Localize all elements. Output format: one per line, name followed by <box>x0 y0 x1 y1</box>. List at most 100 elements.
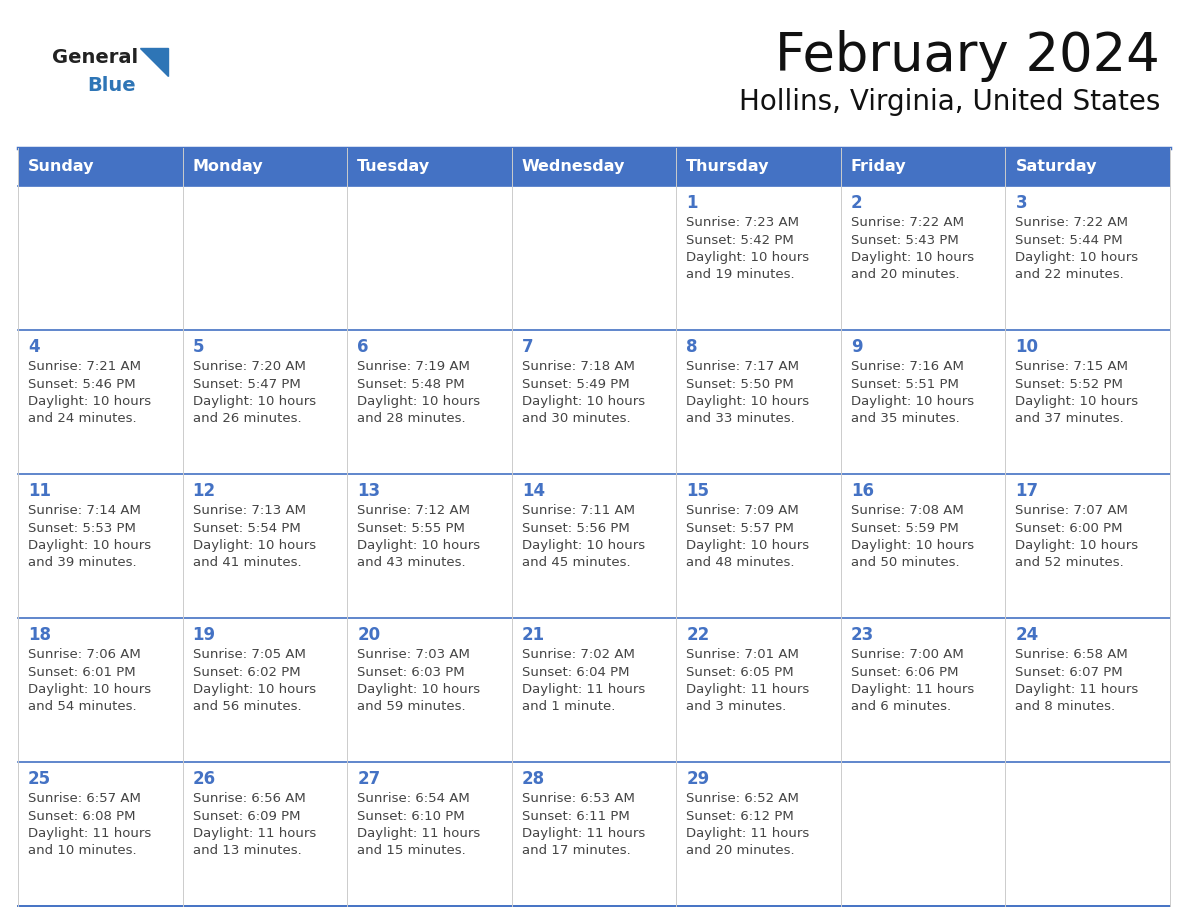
Text: Sunset: 5:51 PM: Sunset: 5:51 PM <box>851 377 959 390</box>
Bar <box>676 618 841 762</box>
Bar <box>841 330 1005 474</box>
Bar <box>1005 186 1170 330</box>
Bar <box>676 474 841 618</box>
Bar <box>347 762 512 906</box>
Text: Sunset: 5:57 PM: Sunset: 5:57 PM <box>687 521 794 534</box>
Text: Sunset: 5:43 PM: Sunset: 5:43 PM <box>851 233 959 247</box>
Text: and 56 minutes.: and 56 minutes. <box>192 700 302 713</box>
Bar <box>512 330 676 474</box>
Text: Sunset: 6:00 PM: Sunset: 6:00 PM <box>1016 521 1123 534</box>
Text: Daylight: 11 hours: Daylight: 11 hours <box>1016 683 1138 696</box>
Text: 8: 8 <box>687 338 697 356</box>
Text: Daylight: 10 hours: Daylight: 10 hours <box>1016 539 1138 552</box>
Text: 14: 14 <box>522 482 545 500</box>
Text: and 48 minutes.: and 48 minutes. <box>687 556 795 569</box>
Bar <box>18 148 183 186</box>
Text: Sunrise: 7:12 AM: Sunrise: 7:12 AM <box>358 504 470 517</box>
Text: Daylight: 10 hours: Daylight: 10 hours <box>851 539 974 552</box>
Text: Sunrise: 7:16 AM: Sunrise: 7:16 AM <box>851 360 963 373</box>
Text: and 39 minutes.: and 39 minutes. <box>29 556 137 569</box>
Text: and 35 minutes.: and 35 minutes. <box>851 412 960 426</box>
Text: Sunset: 5:48 PM: Sunset: 5:48 PM <box>358 377 465 390</box>
Text: and 43 minutes.: and 43 minutes. <box>358 556 466 569</box>
Text: General: General <box>52 48 138 67</box>
Text: Daylight: 11 hours: Daylight: 11 hours <box>522 683 645 696</box>
Bar <box>18 618 183 762</box>
Text: Sunrise: 7:17 AM: Sunrise: 7:17 AM <box>687 360 800 373</box>
Bar <box>347 618 512 762</box>
Text: Sunrise: 6:52 AM: Sunrise: 6:52 AM <box>687 792 800 805</box>
Text: 19: 19 <box>192 626 216 644</box>
Text: 16: 16 <box>851 482 874 500</box>
Bar <box>347 474 512 618</box>
Text: Daylight: 11 hours: Daylight: 11 hours <box>192 827 316 840</box>
Text: 15: 15 <box>687 482 709 500</box>
Bar <box>183 762 347 906</box>
Bar <box>512 618 676 762</box>
Text: and 37 minutes.: and 37 minutes. <box>1016 412 1124 426</box>
Text: 17: 17 <box>1016 482 1038 500</box>
Text: Wednesday: Wednesday <box>522 160 625 174</box>
Bar <box>1005 148 1170 186</box>
Text: Sunset: 6:12 PM: Sunset: 6:12 PM <box>687 810 794 823</box>
Text: Sunset: 5:55 PM: Sunset: 5:55 PM <box>358 521 465 534</box>
Text: Sunrise: 7:13 AM: Sunrise: 7:13 AM <box>192 504 305 517</box>
Text: Sunset: 5:54 PM: Sunset: 5:54 PM <box>192 521 301 534</box>
Text: Sunrise: 6:54 AM: Sunrise: 6:54 AM <box>358 792 470 805</box>
Text: Sunrise: 7:23 AM: Sunrise: 7:23 AM <box>687 216 800 229</box>
Text: Sunday: Sunday <box>29 160 95 174</box>
Text: 6: 6 <box>358 338 368 356</box>
Text: 28: 28 <box>522 770 545 788</box>
Text: 10: 10 <box>1016 338 1038 356</box>
Text: Sunset: 5:44 PM: Sunset: 5:44 PM <box>1016 233 1123 247</box>
Bar <box>347 186 512 330</box>
Text: Sunset: 6:03 PM: Sunset: 6:03 PM <box>358 666 465 678</box>
Text: Daylight: 10 hours: Daylight: 10 hours <box>192 683 316 696</box>
Bar <box>1005 330 1170 474</box>
Text: Sunset: 6:05 PM: Sunset: 6:05 PM <box>687 666 794 678</box>
Text: Sunrise: 7:22 AM: Sunrise: 7:22 AM <box>851 216 963 229</box>
Text: and 17 minutes.: and 17 minutes. <box>522 845 631 857</box>
Bar <box>347 148 512 186</box>
Text: 4: 4 <box>29 338 39 356</box>
Text: 20: 20 <box>358 626 380 644</box>
Text: Sunset: 6:01 PM: Sunset: 6:01 PM <box>29 666 135 678</box>
Bar <box>347 330 512 474</box>
Text: Sunset: 5:49 PM: Sunset: 5:49 PM <box>522 377 630 390</box>
Bar <box>676 148 841 186</box>
Text: Daylight: 10 hours: Daylight: 10 hours <box>29 683 151 696</box>
Text: Sunrise: 7:00 AM: Sunrise: 7:00 AM <box>851 648 963 661</box>
Text: Sunset: 5:42 PM: Sunset: 5:42 PM <box>687 233 794 247</box>
Bar <box>183 148 347 186</box>
Text: 3: 3 <box>1016 194 1028 212</box>
Text: and 20 minutes.: and 20 minutes. <box>687 845 795 857</box>
Text: 13: 13 <box>358 482 380 500</box>
Text: Sunset: 6:04 PM: Sunset: 6:04 PM <box>522 666 630 678</box>
Bar <box>676 762 841 906</box>
Text: 29: 29 <box>687 770 709 788</box>
Text: Friday: Friday <box>851 160 906 174</box>
Text: Daylight: 10 hours: Daylight: 10 hours <box>192 539 316 552</box>
Text: Sunset: 6:06 PM: Sunset: 6:06 PM <box>851 666 959 678</box>
Text: Daylight: 10 hours: Daylight: 10 hours <box>29 395 151 408</box>
Text: Daylight: 10 hours: Daylight: 10 hours <box>522 395 645 408</box>
Text: Sunrise: 7:01 AM: Sunrise: 7:01 AM <box>687 648 800 661</box>
Text: Sunrise: 7:05 AM: Sunrise: 7:05 AM <box>192 648 305 661</box>
Text: and 19 minutes.: and 19 minutes. <box>687 268 795 282</box>
Bar <box>18 474 183 618</box>
Text: 21: 21 <box>522 626 545 644</box>
Text: Daylight: 11 hours: Daylight: 11 hours <box>851 683 974 696</box>
Text: Sunset: 5:52 PM: Sunset: 5:52 PM <box>1016 377 1124 390</box>
Bar <box>183 330 347 474</box>
Text: 24: 24 <box>1016 626 1038 644</box>
Text: Sunset: 5:47 PM: Sunset: 5:47 PM <box>192 377 301 390</box>
Text: and 8 minutes.: and 8 minutes. <box>1016 700 1116 713</box>
Text: Daylight: 11 hours: Daylight: 11 hours <box>29 827 151 840</box>
Text: Daylight: 10 hours: Daylight: 10 hours <box>358 683 480 696</box>
Text: and 6 minutes.: and 6 minutes. <box>851 700 950 713</box>
Text: 25: 25 <box>29 770 51 788</box>
Text: Sunrise: 7:11 AM: Sunrise: 7:11 AM <box>522 504 634 517</box>
Text: Sunrise: 6:58 AM: Sunrise: 6:58 AM <box>1016 648 1129 661</box>
Text: Sunrise: 7:03 AM: Sunrise: 7:03 AM <box>358 648 470 661</box>
Bar <box>841 148 1005 186</box>
